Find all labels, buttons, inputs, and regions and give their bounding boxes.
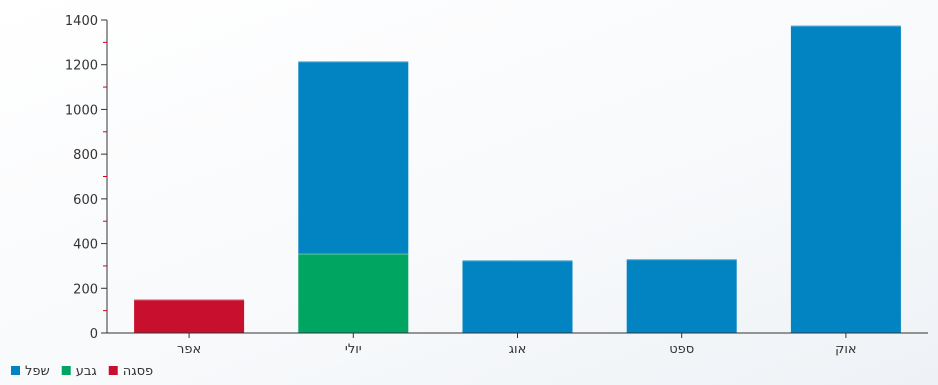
x-tick-label: יולי (345, 342, 362, 357)
y-tick-label: 800 (73, 148, 98, 163)
x-tick-label: ספט (669, 342, 694, 357)
legend-swatch (11, 366, 20, 375)
y-tick-label: 200 (73, 282, 98, 297)
y-tick-label: 1400 (65, 14, 98, 29)
legend-swatch (61, 366, 71, 375)
x-tick-label: אוק (835, 342, 856, 357)
y-tick-label: 0 (90, 327, 98, 342)
bar-segment (790, 25, 901, 333)
axes-layer: 0 200 400 600 800 1000 1200 1400 אפר יולי אוג ספט או… (65, 14, 928, 357)
bars-layer (134, 25, 901, 333)
y-tick-label: 400 (73, 238, 98, 253)
y-tick-label: 600 (73, 193, 98, 208)
bar-segment (298, 61, 409, 254)
bar-segment (462, 260, 573, 333)
legend: שפל גבע פסגה (11, 364, 153, 379)
legend-label: שפל (25, 364, 50, 379)
legend-label: פסגה (123, 364, 153, 379)
legend-swatch (108, 366, 118, 375)
y-tick-label: 1000 (65, 103, 98, 118)
x-tick-label: אוג (509, 342, 527, 357)
bar-segment (298, 253, 409, 333)
y-tick-label: 1200 (65, 59, 98, 74)
legend-label: גבע (76, 364, 97, 379)
bar-segment (134, 299, 245, 333)
x-tick-label: אפר (177, 342, 201, 357)
bar-segment (626, 259, 737, 333)
